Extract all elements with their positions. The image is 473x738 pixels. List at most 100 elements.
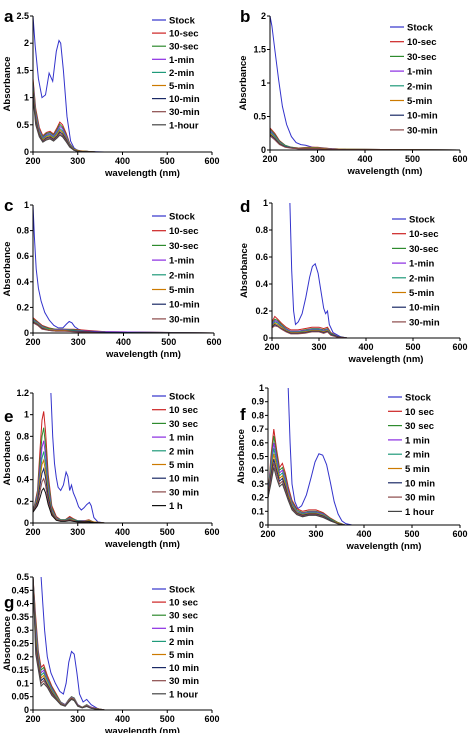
series-line-10-min (268, 459, 460, 525)
x-tick-label: 400 (116, 337, 131, 347)
x-tick-label: 300 (71, 337, 86, 347)
legend-label: Stock (409, 215, 436, 226)
y-axis-title: Absorbance (2, 616, 13, 671)
y-tick-label: 0.8 (16, 226, 29, 236)
panel-label: f (240, 405, 246, 424)
series-line-1-h (33, 487, 212, 523)
y-tick-label: 0.5 (16, 572, 29, 582)
x-tick-label: 600 (452, 154, 467, 164)
y-axis-title: Absorbance (236, 429, 247, 484)
panel-f: f 200 300 400 500 600 0 0.1 0.2 0.3 0.4 0.5 0.6 0.7 0.… (236, 383, 468, 552)
x-tick-label: 300 (310, 154, 325, 164)
y-tick-label: 2 (261, 11, 266, 21)
x-tick-label: 600 (206, 337, 221, 347)
legend-label: 30-min (407, 125, 438, 136)
x-tick-label: 600 (452, 529, 467, 539)
x-tick-label: 600 (204, 527, 219, 537)
series-line-stock (50, 392, 212, 523)
series-line-2-min (268, 448, 460, 525)
x-axis-title: wavelength (nm) (347, 166, 423, 177)
x-tick-label: 400 (357, 154, 372, 164)
panel-label: g (4, 593, 14, 612)
y-axis-title: Absorbance (238, 56, 249, 111)
legend-label: 5-min (169, 81, 195, 92)
panel-label: c (4, 196, 13, 215)
x-tick-label: 600 (204, 156, 219, 166)
y-tick-label: 0.2 (16, 496, 29, 506)
legend-label: 30-sec (169, 42, 199, 53)
y-tick-label: 0.6 (16, 453, 29, 463)
y-tick-label: 0.2 (16, 302, 29, 312)
series-line-30-min (33, 477, 212, 523)
series-line-stock (287, 387, 460, 525)
x-tick-label: 500 (160, 156, 175, 166)
series-line-1-hour (33, 576, 212, 710)
y-tick-label: 0.1 (16, 678, 29, 688)
y-tick-label: 0.6 (255, 252, 268, 262)
legend-label: 10-sec (169, 29, 199, 40)
x-axis-title: wavelength (nm) (348, 354, 424, 365)
legend-label: 1 min (169, 433, 194, 444)
y-tick-label: 0 (24, 518, 29, 528)
legend-label: 5-min (169, 285, 195, 296)
legend-label: 10-sec (407, 37, 437, 48)
x-tick-label: 300 (308, 529, 323, 539)
y-tick-label: 0.5 (251, 452, 264, 462)
legend-label: 30-min (169, 107, 200, 118)
panel-g: g 200 300 400 500 600 0 0.05 0.1 0.15 0.2 0.25 0.3 0.… (2, 572, 220, 737)
legend-label: 30 min (169, 487, 199, 498)
y-tick-label: 1 (261, 78, 266, 88)
x-tick-label: 500 (405, 342, 420, 352)
legend-label: Stock (169, 16, 196, 27)
x-axis-title: wavelength (nm) (104, 168, 180, 179)
y-tick-label: 1.5 (253, 45, 266, 55)
y-tick-label: 1 (24, 93, 29, 103)
legend-label: 2-min (409, 273, 435, 284)
y-tick-label: 0.3 (16, 625, 29, 635)
y-tick-label: 0 (259, 520, 264, 530)
legend-label: 2 min (169, 637, 194, 648)
y-tick-label: 0 (24, 328, 29, 338)
y-tick-label: 0 (24, 705, 29, 715)
legend-label: 30 min (169, 676, 199, 687)
series-line-30-min (270, 135, 460, 150)
legend-label: 10-min (407, 111, 438, 122)
panel-a: a 200 300 400 500 600 0 0.5 1 1.5 2 2.5 wavelength (… (2, 7, 220, 179)
y-tick-label: 0.4 (251, 465, 264, 475)
x-tick-label: 500 (160, 527, 175, 537)
y-tick-label: 0.05 (11, 692, 29, 702)
y-tick-label: 0.35 (11, 612, 29, 622)
legend-label: 2 min (405, 450, 430, 461)
legend-label: 1-min (407, 67, 433, 78)
legend-label: Stock (405, 393, 432, 404)
legend-label: 1 h (169, 501, 183, 512)
legend-label: 2-min (169, 68, 195, 79)
y-tick-label: 0.4 (16, 277, 29, 287)
x-tick-label: 400 (356, 529, 371, 539)
x-tick-label: 300 (70, 527, 85, 537)
y-tick-label: 2.5 (16, 11, 29, 21)
y-tick-label: 0 (261, 145, 266, 155)
y-axis-title: Absorbance (2, 57, 13, 112)
legend-label: 1 min (169, 624, 194, 635)
y-tick-label: 1.5 (16, 65, 29, 75)
y-tick-label: 0.15 (11, 665, 29, 675)
x-tick-label: 500 (404, 529, 419, 539)
y-axis-title: Absorbance (239, 243, 250, 298)
x-tick-label: 300 (311, 342, 326, 352)
legend-label: 10-min (169, 94, 200, 105)
legend-label: 5 min (169, 460, 194, 471)
legend-label: 10 min (405, 478, 435, 489)
series-line-10-sec (268, 429, 460, 525)
panel-c: c 200 300 400 500 600 0 0.2 0.4 0.6 0.8 1 wavelength… (2, 196, 222, 360)
legend-label: 30 sec (405, 421, 434, 432)
x-axis-title: wavelength (nm) (105, 349, 181, 360)
legend-label: 5-min (407, 96, 433, 107)
y-tick-label: 0.2 (251, 493, 264, 503)
legend-label: Stock (169, 585, 196, 596)
x-tick-label: 200 (25, 714, 40, 724)
panel-label: e (4, 407, 13, 426)
legend-label: 10 min (169, 663, 199, 674)
series-line-1-hour (268, 467, 460, 525)
y-tick-label: 0.8 (16, 431, 29, 441)
